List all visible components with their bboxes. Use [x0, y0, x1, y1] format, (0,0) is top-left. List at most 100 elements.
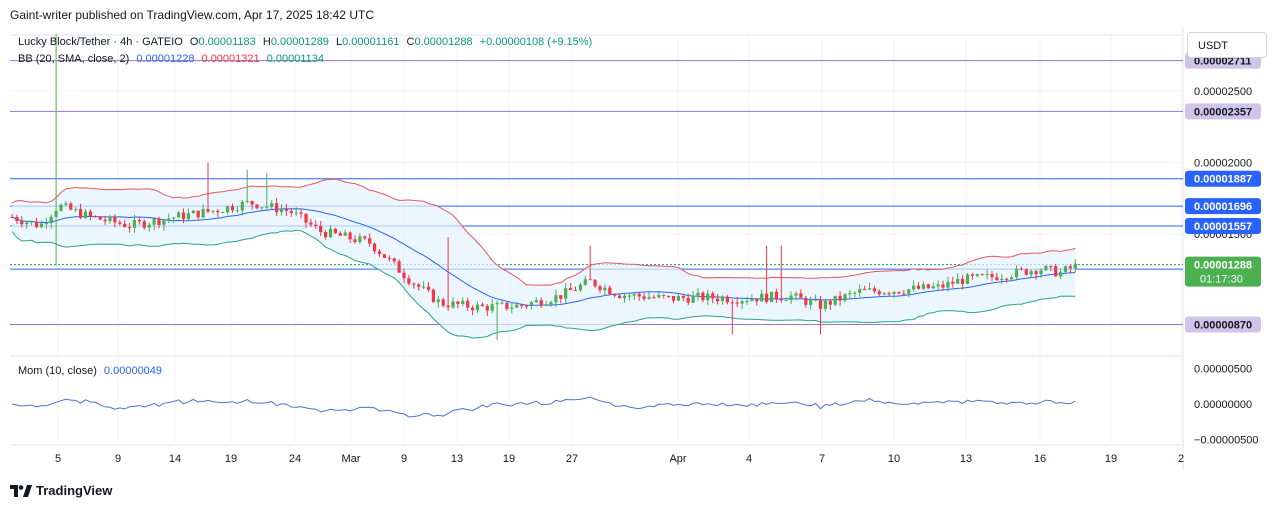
candle-body — [912, 285, 916, 290]
candle-body — [745, 300, 749, 302]
tradingview-logo[interactable]: TradingView — [10, 483, 112, 498]
low-value: 0.00001161 — [342, 36, 400, 48]
time-tick-label: 2 — [1178, 453, 1184, 465]
candle-body — [848, 293, 852, 295]
candle-body — [956, 278, 960, 284]
bb-label[interactable]: BB (20, SMA, close, 2) — [18, 53, 130, 65]
candle-body — [647, 297, 651, 299]
candle-body — [363, 236, 367, 239]
candle-body — [392, 258, 396, 262]
time-tick-label: 27 — [566, 453, 578, 465]
candle-body — [985, 273, 989, 275]
candle-body — [691, 295, 695, 303]
candle-body — [696, 292, 700, 296]
candle-body — [578, 284, 582, 291]
mom-legend: Mom (10, close) 0.00000049 — [18, 365, 162, 377]
candle-body — [598, 286, 602, 291]
candle-body — [774, 291, 778, 300]
candle-body — [431, 289, 435, 303]
candle-body — [328, 228, 333, 238]
candle-body — [25, 222, 29, 225]
candle-body — [377, 251, 382, 255]
publisher-header: Gaint-writer published on TradingView.co… — [10, 8, 374, 22]
candle-body — [765, 293, 769, 302]
candle-body — [490, 304, 494, 311]
candle-body — [324, 232, 328, 238]
candle-body — [196, 210, 200, 218]
candle-body — [554, 295, 558, 303]
candle-body — [750, 299, 754, 301]
candle-body — [181, 212, 186, 220]
candle-body — [373, 243, 377, 252]
candle-body — [573, 290, 578, 292]
candle-body — [451, 301, 455, 308]
candle-body — [177, 212, 181, 218]
level-price-tag-label: 0.00001696 — [1194, 201, 1252, 213]
candle-body — [49, 216, 53, 224]
candle-body — [524, 305, 529, 307]
candle-body — [402, 272, 406, 279]
candle-body — [872, 288, 876, 292]
candle-body — [1068, 266, 1072, 269]
candle-body — [368, 238, 372, 244]
close-value: 0.00001288 — [414, 36, 473, 48]
candle-body — [475, 304, 480, 311]
candle-body — [711, 293, 715, 299]
candle-body — [358, 236, 362, 243]
candle-body — [289, 210, 293, 213]
candle-body — [201, 209, 205, 218]
candle-body — [343, 232, 347, 236]
currency-selector[interactable]: USDT — [1187, 32, 1267, 58]
mom-label[interactable]: Mom (10, close) — [18, 365, 97, 377]
last-price-tag — [1185, 256, 1261, 287]
candle-body — [564, 288, 568, 299]
candle-body — [897, 291, 901, 294]
candle-body — [995, 277, 999, 281]
candle-body — [319, 226, 323, 233]
candle-body — [706, 293, 710, 301]
candle-body — [1034, 271, 1038, 275]
candle-body — [637, 293, 641, 297]
candle-body — [412, 283, 416, 285]
candle-body — [446, 305, 450, 308]
mom-tick-label: −0.00000500 — [1194, 434, 1259, 446]
bb-lower-value: 0.00001134 — [266, 53, 325, 65]
candle-body — [314, 224, 318, 227]
level-price-tag-label: 0.00001887 — [1194, 174, 1252, 186]
candle-body — [54, 210, 58, 217]
candle-body — [495, 303, 499, 305]
candle-body — [382, 254, 386, 258]
candle-body — [632, 293, 636, 296]
band-fill — [12, 179, 1076, 338]
candle-body — [931, 286, 935, 289]
level-price-tag — [1185, 103, 1261, 120]
candle-body — [716, 298, 720, 302]
candle-body — [760, 293, 764, 302]
candle-body — [818, 299, 823, 309]
candle-body — [123, 223, 127, 228]
time-tick-label: 5 — [55, 453, 61, 465]
candle-body — [892, 291, 896, 294]
candle-body — [167, 218, 171, 220]
candle-body — [456, 301, 460, 305]
symbol-label[interactable]: Lucky Block/Tether · 4h · GATEIO — [18, 36, 183, 48]
basis-line — [11, 208, 1076, 306]
candle-body — [79, 209, 83, 218]
candle-body — [980, 274, 984, 276]
candle-body — [142, 221, 146, 228]
candle-body — [613, 294, 617, 296]
time-tick-label: 14 — [169, 453, 181, 465]
candle-body — [162, 219, 166, 225]
candle-body — [93, 216, 97, 218]
candle-body — [64, 203, 68, 205]
candle-body — [510, 307, 514, 309]
candle-body — [882, 293, 886, 295]
candle-body — [520, 304, 524, 306]
candle-body — [921, 284, 925, 289]
candle-body — [348, 232, 352, 240]
countdown-label: 01:17:30 — [1200, 274, 1243, 286]
upper-band-line — [11, 178, 1076, 286]
candle-body — [907, 289, 911, 294]
candle-body — [755, 299, 759, 302]
